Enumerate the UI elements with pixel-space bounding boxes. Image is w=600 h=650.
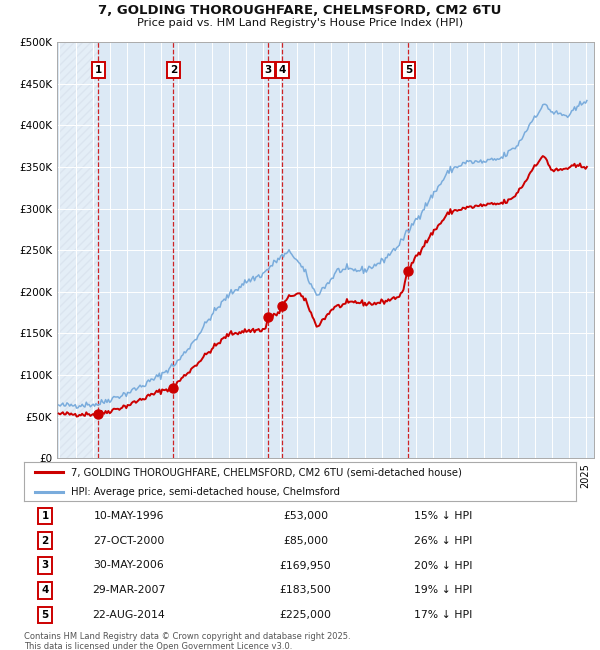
- Text: 26% ↓ HPI: 26% ↓ HPI: [415, 536, 473, 546]
- Text: 17% ↓ HPI: 17% ↓ HPI: [415, 610, 473, 620]
- Text: 10-MAY-1996: 10-MAY-1996: [94, 511, 164, 521]
- Text: 20% ↓ HPI: 20% ↓ HPI: [414, 560, 473, 571]
- Text: 7, GOLDING THOROUGHFARE, CHELMSFORD, CM2 6TU: 7, GOLDING THOROUGHFARE, CHELMSFORD, CM2…: [98, 4, 502, 17]
- Bar: [59, 42, 98, 458]
- Text: 27-OCT-2000: 27-OCT-2000: [93, 536, 164, 546]
- Text: 2: 2: [170, 65, 177, 75]
- Text: 4: 4: [279, 65, 286, 75]
- Text: 2: 2: [41, 536, 49, 546]
- Text: 3: 3: [41, 560, 49, 571]
- Text: 5: 5: [405, 65, 412, 75]
- Text: £225,000: £225,000: [280, 610, 332, 620]
- Text: 29-MAR-2007: 29-MAR-2007: [92, 585, 166, 595]
- Text: 30-MAY-2006: 30-MAY-2006: [94, 560, 164, 571]
- Text: Contains HM Land Registry data © Crown copyright and database right 2025.: Contains HM Land Registry data © Crown c…: [24, 632, 350, 641]
- Text: £183,500: £183,500: [280, 585, 331, 595]
- Text: Price paid vs. HM Land Registry's House Price Index (HPI): Price paid vs. HM Land Registry's House …: [137, 18, 463, 28]
- Text: 1: 1: [95, 65, 102, 75]
- Text: HPI: Average price, semi-detached house, Chelmsford: HPI: Average price, semi-detached house,…: [71, 487, 340, 497]
- Text: 7, GOLDING THOROUGHFARE, CHELMSFORD, CM2 6TU (semi-detached house): 7, GOLDING THOROUGHFARE, CHELMSFORD, CM2…: [71, 467, 462, 477]
- Text: 22-AUG-2014: 22-AUG-2014: [92, 610, 165, 620]
- Text: 5: 5: [41, 610, 49, 620]
- Text: 3: 3: [265, 65, 272, 75]
- Text: 1: 1: [41, 511, 49, 521]
- Text: £85,000: £85,000: [283, 536, 328, 546]
- Text: This data is licensed under the Open Government Licence v3.0.: This data is licensed under the Open Gov…: [24, 642, 292, 650]
- Text: £169,950: £169,950: [280, 560, 331, 571]
- Text: 15% ↓ HPI: 15% ↓ HPI: [415, 511, 473, 521]
- Text: £53,000: £53,000: [283, 511, 328, 521]
- Text: 4: 4: [41, 585, 49, 595]
- Text: 19% ↓ HPI: 19% ↓ HPI: [415, 585, 473, 595]
